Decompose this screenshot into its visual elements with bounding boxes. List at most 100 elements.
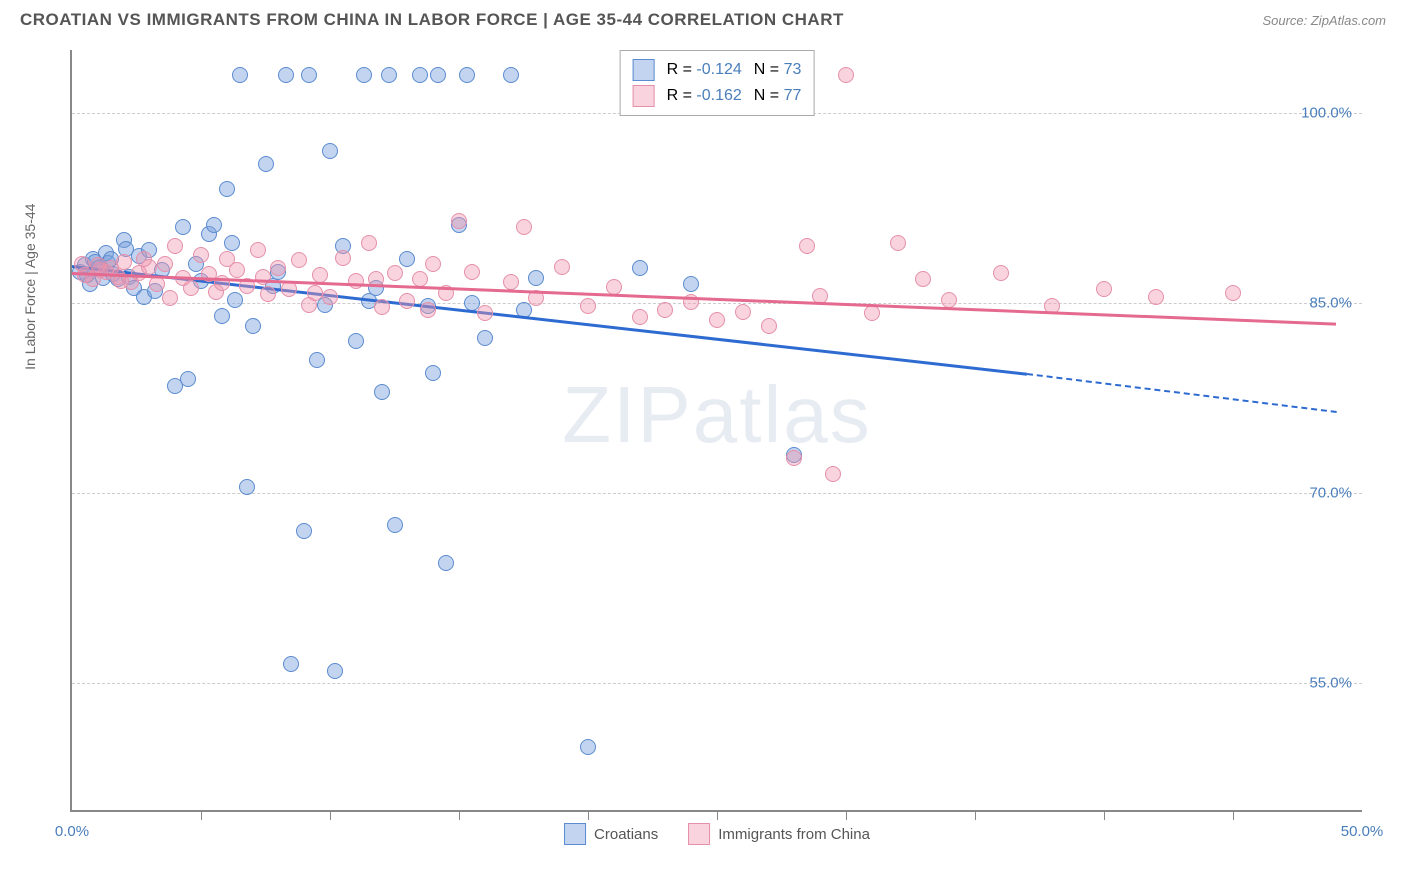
data-point [606, 279, 622, 295]
data-point [438, 555, 454, 571]
data-point [348, 333, 364, 349]
y-tick-label: 85.0% [1309, 295, 1352, 312]
data-point [291, 252, 307, 268]
data-point [136, 251, 152, 267]
data-point [735, 304, 751, 320]
data-point [399, 293, 415, 309]
chart-title: CROATIAN VS IMMIGRANTS FROM CHINA IN LAB… [20, 10, 844, 30]
data-point [219, 181, 235, 197]
x-tick-mark [201, 810, 202, 820]
x-tick-label: 0.0% [55, 823, 89, 840]
data-point [270, 260, 286, 276]
n-value-china: 77 [784, 87, 802, 104]
data-point [503, 274, 519, 290]
data-point [149, 276, 165, 292]
data-point [477, 330, 493, 346]
data-point [245, 318, 261, 334]
x-tick-mark [717, 810, 718, 820]
swatch-icon [688, 823, 710, 845]
data-point [1096, 281, 1112, 297]
data-point [278, 67, 294, 83]
data-point [206, 217, 222, 233]
x-tick-mark [846, 810, 847, 820]
data-point [239, 479, 255, 495]
gridline [72, 493, 1362, 494]
swatch-croatians [633, 59, 655, 81]
gridline [72, 683, 1362, 684]
x-tick-mark [459, 810, 460, 820]
data-point [941, 292, 957, 308]
data-point [356, 67, 372, 83]
data-point [451, 213, 467, 229]
data-point [214, 308, 230, 324]
y-axis-title: In Labor Force | Age 35-44 [22, 204, 38, 370]
data-point [335, 250, 351, 266]
data-point [430, 67, 446, 83]
data-point [503, 67, 519, 83]
r-label: R = -0.124 [667, 61, 742, 79]
data-point [1225, 285, 1241, 301]
trend-line [1026, 373, 1336, 413]
data-point [74, 256, 90, 272]
data-point [283, 656, 299, 672]
data-point [227, 292, 243, 308]
data-point [224, 235, 240, 251]
data-point [464, 264, 480, 280]
legend-row-china: R = -0.162 N = 77 [633, 83, 802, 109]
data-point [180, 371, 196, 387]
data-point [250, 242, 266, 258]
data-point [374, 299, 390, 315]
data-point [580, 298, 596, 314]
data-point [175, 219, 191, 235]
y-tick-label: 70.0% [1309, 485, 1352, 502]
data-point [825, 466, 841, 482]
data-point [309, 352, 325, 368]
data-point [322, 143, 338, 159]
n-label: N = 77 [754, 87, 802, 105]
data-point [229, 262, 245, 278]
data-point [477, 305, 493, 321]
legend-label: Immigrants from China [718, 826, 870, 843]
data-point [786, 450, 802, 466]
data-point [761, 318, 777, 334]
data-point [459, 67, 475, 83]
n-value-croatians: 73 [784, 61, 802, 78]
y-tick-label: 100.0% [1301, 105, 1352, 122]
chart-header: CROATIAN VS IMMIGRANTS FROM CHINA IN LAB… [0, 0, 1406, 35]
data-point [258, 156, 274, 172]
r-label: R = -0.162 [667, 87, 742, 105]
data-point [281, 281, 297, 297]
gridline [72, 303, 1362, 304]
data-point [322, 289, 338, 305]
data-point [993, 265, 1009, 281]
data-point [528, 270, 544, 286]
data-point [193, 247, 209, 263]
swatch-china [633, 85, 655, 107]
data-point [420, 302, 436, 318]
n-label: N = 73 [754, 61, 802, 79]
data-point [301, 67, 317, 83]
legend-row-croatians: R = -0.124 N = 73 [633, 57, 802, 83]
data-point [183, 280, 199, 296]
data-point [580, 739, 596, 755]
y-tick-label: 55.0% [1309, 675, 1352, 692]
data-point [425, 256, 441, 272]
data-point [162, 290, 178, 306]
legend-item-croatians: Croatians [564, 823, 658, 845]
data-point [116, 254, 132, 270]
x-tick-mark [1233, 810, 1234, 820]
data-point [516, 219, 532, 235]
r-value-china: -0.162 [696, 87, 741, 104]
series-legend: Croatians Immigrants from China [564, 823, 870, 845]
chart-container: In Labor Force | Age 35-44 ZIPatlas R = … [50, 40, 1380, 850]
data-point [683, 276, 699, 292]
data-point [554, 259, 570, 275]
data-point [838, 67, 854, 83]
chart-source: Source: ZipAtlas.com [1262, 13, 1386, 28]
data-point [381, 67, 397, 83]
data-point [387, 517, 403, 533]
data-point [92, 262, 108, 278]
x-tick-label: 50.0% [1341, 823, 1384, 840]
data-point [799, 238, 815, 254]
swatch-icon [564, 823, 586, 845]
